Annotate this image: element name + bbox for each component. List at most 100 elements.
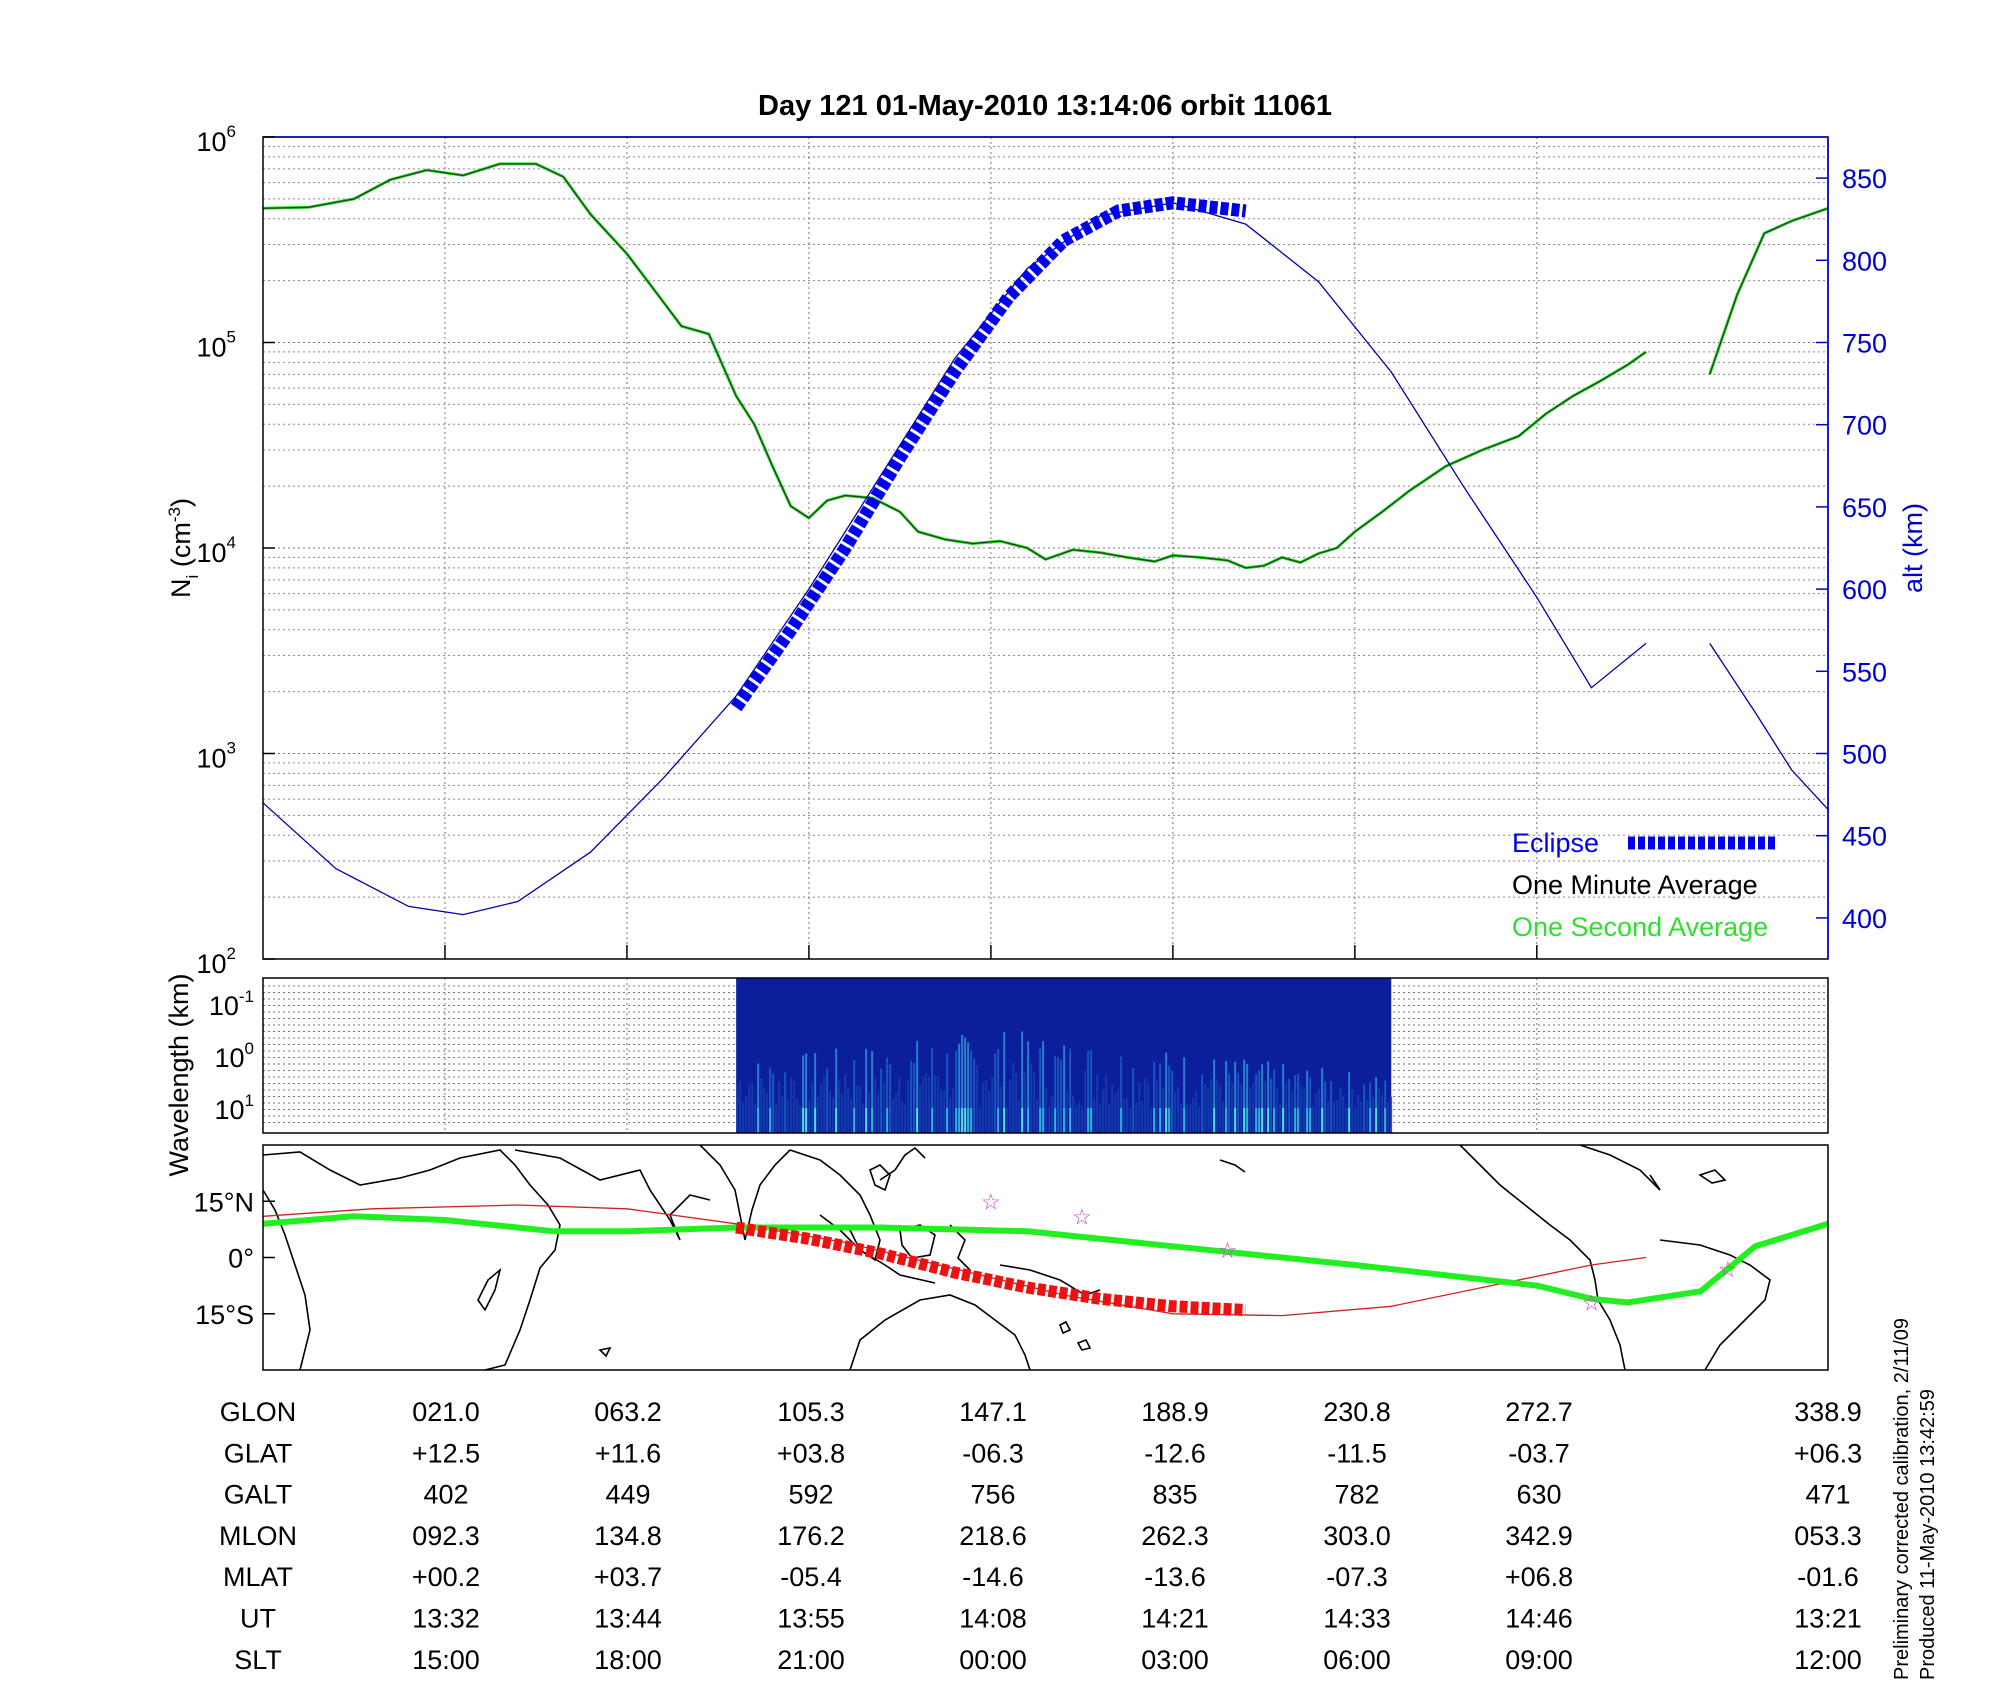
table-cell: -07.3 xyxy=(1326,1562,1388,1592)
spectrogram-column xyxy=(1237,1073,1240,1133)
spectrogram-column xyxy=(838,1081,841,1133)
table-cell: 756 xyxy=(970,1480,1015,1510)
spectrogram-column-hot xyxy=(1042,1108,1045,1133)
map-y-tick-label: 15°N xyxy=(194,1187,254,1217)
spectrogram-column-hot xyxy=(1384,1108,1387,1133)
spectrogram-column xyxy=(850,1098,853,1133)
spectrogram-column-hot xyxy=(1267,1108,1270,1133)
spectrogram-column xyxy=(1120,1056,1123,1133)
spectrogram-column xyxy=(943,1090,946,1133)
spectrogram-column-hot xyxy=(814,1108,817,1133)
table-row-label: MLAT xyxy=(223,1562,293,1592)
spectrogram-column xyxy=(841,1093,844,1133)
spectrogram-column xyxy=(1156,1080,1159,1133)
spectrogram-column xyxy=(1171,1070,1174,1133)
spectrogram-column xyxy=(1207,1087,1210,1133)
star-marker: ☆ xyxy=(1582,1292,1602,1317)
spectrogram-column xyxy=(970,1050,973,1133)
table-cell: 449 xyxy=(605,1480,650,1510)
spectrogram-column-hot xyxy=(1069,1108,1072,1133)
spectrogram-column xyxy=(1009,1079,1012,1133)
spectrogram-column-hot xyxy=(769,1108,772,1133)
spectrogram-column xyxy=(1003,1032,1006,1133)
spectrogram-column xyxy=(1138,1082,1141,1133)
spectrogram-column xyxy=(1024,1072,1027,1133)
density-grid xyxy=(263,136,1828,960)
spectrogram-column xyxy=(754,1104,757,1133)
density-minute-line xyxy=(263,163,1647,569)
spectrogram-column xyxy=(1174,1092,1177,1133)
spectrogram-column xyxy=(1093,1098,1096,1133)
spectrogram-column xyxy=(787,1099,790,1133)
spectrogram-column-hot xyxy=(961,1108,964,1133)
spectrogram-column xyxy=(1327,1101,1330,1133)
star-marker: ☆ xyxy=(1218,1239,1238,1264)
density-y-label: Ni (cm-3) xyxy=(165,498,202,598)
spectrogram-column xyxy=(1306,1070,1309,1133)
coast-philippines xyxy=(869,1164,891,1192)
spectrogram-column xyxy=(1384,1080,1387,1133)
spectrogram-column xyxy=(1231,1082,1234,1133)
eclipse-line xyxy=(730,196,1247,712)
spectrogram-column xyxy=(1045,1088,1048,1133)
spectrogram-column xyxy=(1075,1105,1078,1133)
star-marker: ☆ xyxy=(1718,1258,1738,1283)
spectrogram-column xyxy=(1336,1100,1339,1133)
table-cell: 338.9 xyxy=(1794,1397,1862,1427)
spectrogram-column xyxy=(778,1081,781,1133)
spectrogram-column xyxy=(931,1047,934,1133)
spectrogram-column xyxy=(1309,1077,1312,1133)
map-series: ☆ ☆ ☆ ☆ ☆ xyxy=(263,1190,1828,1317)
spectrogram-column xyxy=(1168,1065,1171,1133)
map-frame xyxy=(262,1144,1829,1371)
y2-tick-label: 550 xyxy=(1842,657,1887,687)
spectrogram-column xyxy=(1369,1082,1372,1133)
spectrogram-column-hot xyxy=(802,1108,805,1133)
spectrogram-column xyxy=(781,1095,784,1133)
spectrogram-column xyxy=(1321,1067,1324,1133)
spectrogram-y-label: Wavelength (km) xyxy=(164,973,194,1176)
spectrogram-column xyxy=(1198,1106,1201,1133)
spectrogram-column xyxy=(1264,1082,1267,1133)
spectrogram-column xyxy=(757,1063,760,1133)
spectrogram-column xyxy=(1234,1061,1237,1133)
coast-island-2 xyxy=(1076,1338,1092,1351)
altitude-y-ticks: 400 450 500 550 600 650 700 750 800 850 xyxy=(1816,164,1887,934)
spectrogram-column-hot xyxy=(1246,1108,1249,1133)
spectrogram-column xyxy=(1192,1097,1195,1133)
spec-y-tick-label: 100 xyxy=(214,1039,254,1073)
spectrogram-column xyxy=(1126,1097,1129,1133)
spectrogram-column xyxy=(1069,1048,1072,1133)
spectrogram-column xyxy=(883,1081,886,1133)
spectrogram-column xyxy=(1273,1069,1276,1133)
spectrogram-column xyxy=(811,1082,814,1133)
table-cell: 21:00 xyxy=(777,1645,845,1675)
spectrogram-column xyxy=(919,1085,922,1133)
spectrogram-column-hot xyxy=(958,1108,961,1133)
table-cell: 188.9 xyxy=(1141,1397,1209,1427)
table-cell: 402 xyxy=(423,1480,468,1510)
spectrogram-column xyxy=(1153,1061,1156,1133)
table-cell: 06:00 xyxy=(1323,1645,1391,1675)
spectrogram-column xyxy=(994,1053,997,1133)
coast-newguinea xyxy=(999,1264,1101,1296)
spectrogram-column xyxy=(1366,1099,1369,1133)
star-marker: ☆ xyxy=(1072,1205,1092,1230)
spectrogram-column xyxy=(895,1092,898,1133)
table-cell: 12:00 xyxy=(1794,1645,1862,1675)
spectrogram-column xyxy=(1276,1087,1279,1133)
spectrogram-column xyxy=(1180,1103,1183,1133)
table-cell: 471 xyxy=(1805,1480,1850,1510)
spectrogram-column xyxy=(1300,1086,1303,1133)
spectrogram-column xyxy=(1318,1088,1321,1133)
spectrogram-column xyxy=(868,1092,871,1133)
spectrogram-column xyxy=(997,1049,1000,1133)
spectrogram-column xyxy=(1102,1089,1105,1133)
spectrogram-column-hot xyxy=(1027,1108,1030,1133)
table-row-label: GALT xyxy=(224,1480,293,1510)
altitude-y-label: alt (km) xyxy=(1898,503,1928,593)
spectrogram-column xyxy=(1033,1072,1036,1133)
spectrogram-column xyxy=(760,1077,763,1133)
spectrogram-column-hot xyxy=(1054,1108,1057,1133)
